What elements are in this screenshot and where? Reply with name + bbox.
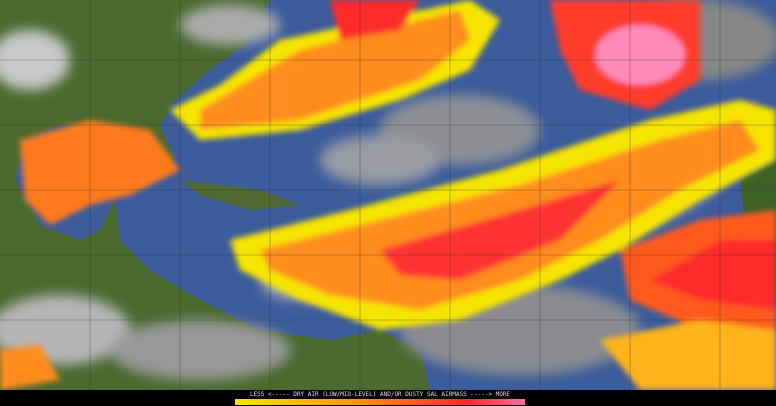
graticule — [0, 0, 776, 390]
sal-airmass — [0, 0, 776, 390]
imagery — [0, 0, 776, 390]
legend-strip — [0, 390, 776, 406]
legend-caption: LESS <----- DRY AIR (LOW/MID-LEVEL) AND/… — [250, 391, 510, 398]
land — [0, 0, 430, 390]
color-bar — [235, 399, 525, 405]
